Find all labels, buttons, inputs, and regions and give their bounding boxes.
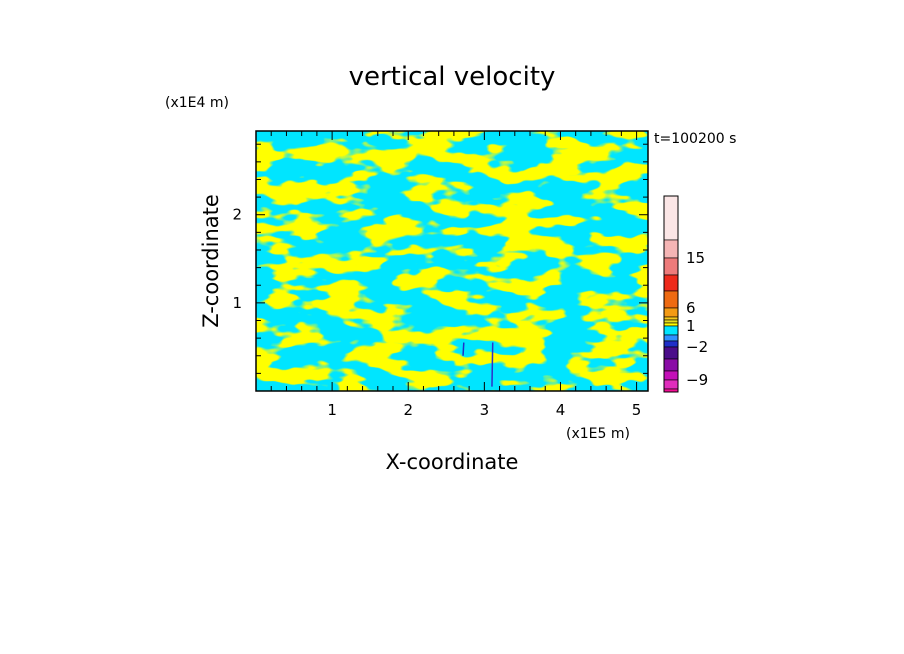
field-positive [256, 131, 648, 391]
time-label: t=100200 s [654, 131, 736, 147]
colorbar-band [663, 370, 679, 381]
colorbar-band [663, 358, 679, 372]
field-streak [462, 342, 465, 356]
colorbar-band [663, 274, 679, 292]
colorbar-tick-label: 1 [686, 317, 696, 335]
colorbar-band [663, 325, 679, 336]
colorbar-band [663, 322, 679, 327]
x-tick-label: 2 [403, 401, 413, 419]
x-axis-ticks: 1 2 3 4 5 [270, 131, 642, 419]
field-streak [479, 351, 483, 365]
colorbar-frame [663, 195, 679, 393]
colorbar-band [663, 319, 679, 324]
x-tick-label: 3 [480, 401, 490, 419]
plot-frame [255, 130, 649, 392]
field-features [462, 342, 494, 387]
chart-title: vertical velocity [349, 62, 556, 92]
colorbar-tick-label: −2 [686, 338, 708, 356]
colorbar-band [663, 346, 679, 360]
y-unit-label: (x1E4 m) [165, 95, 229, 111]
y-tick-label: 1 [232, 294, 242, 312]
y-axis-title: Z-coordinate [199, 194, 223, 328]
y-axis-ticks: 12 [232, 143, 648, 374]
colorbar-band [663, 195, 679, 241]
colorbar-band [663, 316, 679, 321]
x-unit-label: (x1E5 m) [566, 426, 630, 442]
colorbar-band [663, 340, 679, 348]
field-streak [491, 342, 494, 387]
colorbar-tick-label: 6 [686, 299, 696, 317]
x-tick-label: 1 [327, 401, 337, 419]
y-tick-label: 2 [232, 206, 242, 224]
colorbar-band [663, 290, 679, 309]
x-axis-title: X-coordinate [386, 450, 519, 474]
colorbar-tick-label: 15 [686, 249, 705, 267]
colorbar-band [663, 379, 679, 390]
x-tick-label: 5 [632, 401, 642, 419]
colorbar-band [663, 334, 679, 342]
colorbar: 15 61 −2 −9 [663, 195, 708, 393]
colorbar-band [663, 257, 679, 276]
colorbar-band [663, 307, 679, 318]
colorbar-band [663, 239, 679, 259]
plot-area [255, 130, 649, 392]
x-tick-label: 4 [556, 401, 566, 419]
colorbar-tick-label: −9 [686, 371, 708, 389]
